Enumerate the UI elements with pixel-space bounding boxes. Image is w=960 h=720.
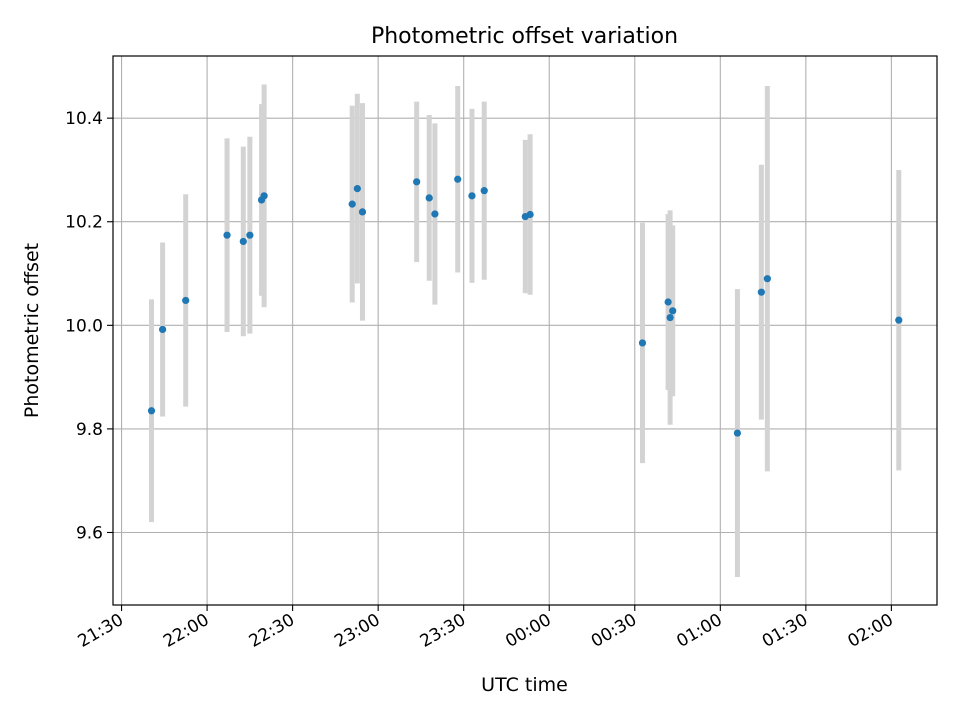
x-axis-label: UTC time xyxy=(481,674,568,696)
data-point xyxy=(246,231,254,239)
data-point xyxy=(239,237,247,246)
data-point xyxy=(358,208,367,216)
data-point xyxy=(260,192,268,200)
y-tick-label: 9.8 xyxy=(76,420,103,440)
data-point xyxy=(733,429,742,437)
data-point xyxy=(431,210,439,218)
data-point xyxy=(895,316,903,324)
data-point xyxy=(763,275,771,283)
data-point xyxy=(454,175,462,183)
data-point xyxy=(664,298,672,306)
data-point xyxy=(413,178,421,186)
y-tick-label: 10.4 xyxy=(65,109,103,129)
data-point xyxy=(348,200,356,208)
data-point xyxy=(666,313,674,322)
y-tick-label: 10.0 xyxy=(65,316,103,336)
data-point xyxy=(182,296,190,305)
data-point xyxy=(147,407,156,415)
data-point xyxy=(159,325,167,334)
data-points xyxy=(147,175,903,437)
data-point xyxy=(526,210,534,219)
data-point xyxy=(669,307,677,315)
data-point xyxy=(638,339,647,347)
y-axis: 9.6 9.8 10.0 10.2 10.4 xyxy=(65,109,113,543)
plot-frame xyxy=(112,55,938,606)
y-tick-label: 10.2 xyxy=(65,213,103,233)
data-point xyxy=(480,187,488,195)
data-point xyxy=(425,194,433,202)
y-tick-label: 9.6 xyxy=(76,523,103,543)
chart-title: Photometric offset variation xyxy=(371,24,678,49)
y-axis-label: Photometric offset xyxy=(21,243,43,418)
data-point xyxy=(353,184,361,193)
data-point xyxy=(757,288,765,296)
data-point xyxy=(223,231,231,239)
data-point xyxy=(468,192,476,200)
